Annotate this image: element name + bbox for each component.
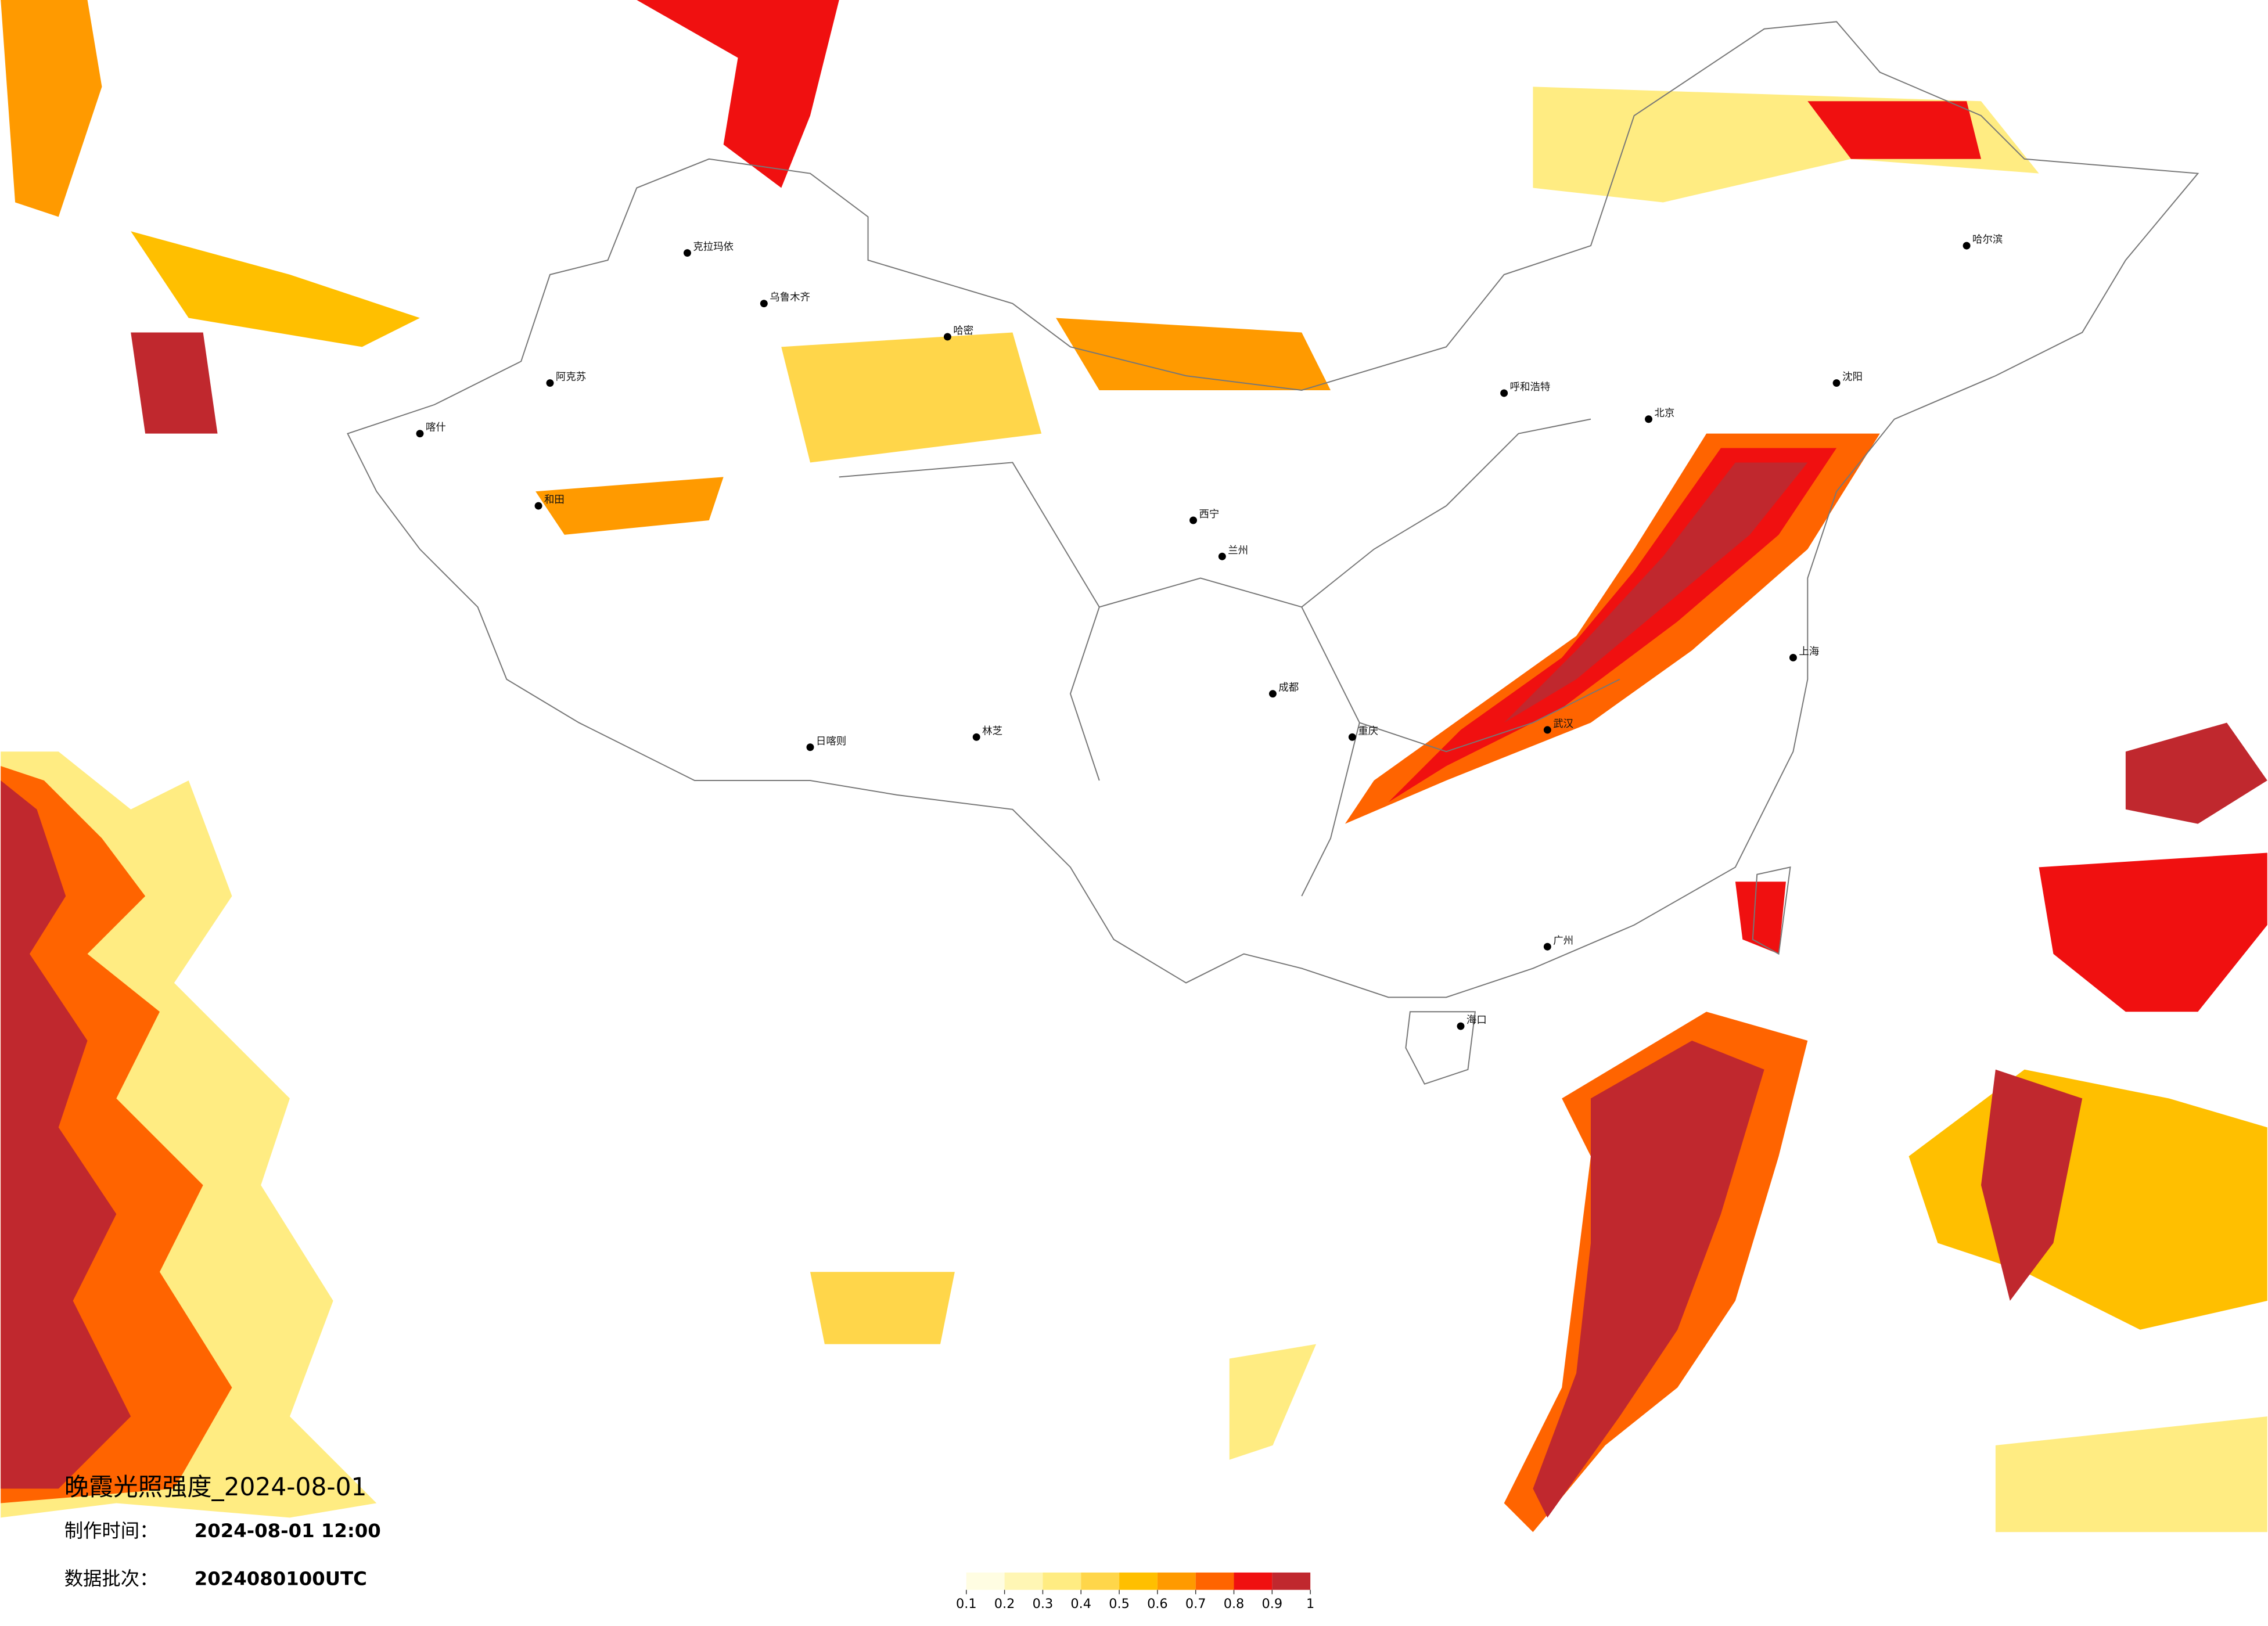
- city-label: 哈密: [953, 325, 973, 337]
- city-dot: [1543, 726, 1551, 734]
- city-dot: [1543, 942, 1551, 951]
- city-label: 武汉: [1553, 718, 1573, 730]
- city-dot: [1348, 733, 1356, 741]
- legend-tick-label: 0.8: [1224, 1596, 1245, 1611]
- city-label: 重庆: [1358, 725, 1378, 737]
- city-dot: [1832, 379, 1841, 387]
- city-label: 阿克苏: [556, 372, 586, 383]
- city-dot: [1963, 242, 1971, 250]
- legend-swatch: [1157, 1572, 1196, 1590]
- city-dot: [534, 502, 542, 510]
- made-label: 制作时间：: [64, 1520, 159, 1542]
- city-dot: [806, 743, 814, 751]
- city-dot: [1189, 516, 1198, 524]
- city-label: 成都: [1278, 682, 1299, 694]
- legend-tick-label: 1: [1306, 1596, 1314, 1611]
- legend-tick-label: 0.5: [1109, 1596, 1130, 1611]
- city-label: 克拉玛依: [693, 242, 734, 253]
- city-label: 林芝: [982, 725, 1002, 737]
- city-label: 沈阳: [1842, 372, 1863, 383]
- legend-swatch: [1272, 1572, 1311, 1590]
- legend-tick-label: 0.6: [1147, 1596, 1168, 1611]
- legend-swatch: [1043, 1572, 1081, 1590]
- city-label: 乌鲁木齐: [770, 292, 810, 304]
- city-dot: [1218, 552, 1226, 560]
- intensity-field: [1, 0, 2267, 1533]
- legend-swatch: [1195, 1572, 1234, 1590]
- city-dot: [760, 300, 768, 308]
- legend-tick-label: 0.3: [1033, 1596, 1054, 1611]
- city-label: 呼和浩特: [1510, 382, 1551, 393]
- batch: 2024080100UTC: [195, 1567, 367, 1589]
- city-label: 海口: [1467, 1015, 1487, 1026]
- borders: [347, 21, 2199, 1085]
- legend-tick-label: 0.7: [1185, 1596, 1206, 1611]
- title: 晚霞光照强度_2024-08-01: [64, 1473, 367, 1501]
- city-dot: [1789, 653, 1797, 661]
- city-label: 哈尔滨: [1972, 234, 2003, 246]
- legend-tick-label: 0.1: [956, 1596, 977, 1611]
- city-label: 日喀则: [816, 736, 846, 747]
- legend-tick-label: 0.9: [1262, 1596, 1283, 1611]
- legend-swatch: [1234, 1572, 1273, 1590]
- legend: 0.1 0.2 0.3 0.4 0.5 0.6 0.7 0.8 0.9 1: [956, 1572, 1314, 1611]
- legend-swatch: [966, 1572, 1005, 1590]
- city-dot: [943, 333, 951, 341]
- city-label: 广州: [1553, 935, 1573, 947]
- legend-tick-label: 0.2: [994, 1596, 1015, 1611]
- legend-swatch: [1081, 1572, 1120, 1590]
- city-dot: [1645, 415, 1653, 423]
- city-dot: [1500, 389, 1508, 397]
- city-label: 上海: [1799, 646, 1819, 657]
- city-label: 兰州: [1228, 545, 1248, 556]
- city-dot: [546, 379, 554, 387]
- city-dot: [416, 430, 424, 438]
- city-dot: [1457, 1022, 1465, 1030]
- city-dot: [1268, 690, 1277, 698]
- legend-tick-label: 0.4: [1070, 1596, 1091, 1611]
- city-dot: [683, 249, 691, 257]
- batch-label: 数据批次：: [64, 1567, 159, 1589]
- city-dot: [972, 733, 980, 741]
- footer: 晚霞光照强度_2024-08-01 制作时间： 2024-08-01 12:00…: [64, 1473, 381, 1589]
- legend-swatch: [1119, 1572, 1158, 1590]
- city-label: 西宁: [1199, 509, 1220, 520]
- city-label: 喀什: [426, 422, 446, 434]
- city-label: 北京: [1655, 408, 1675, 419]
- city-label: 和田: [544, 494, 565, 506]
- made-time: 2024-08-01 12:00: [195, 1520, 381, 1542]
- legend-swatch: [1004, 1572, 1043, 1590]
